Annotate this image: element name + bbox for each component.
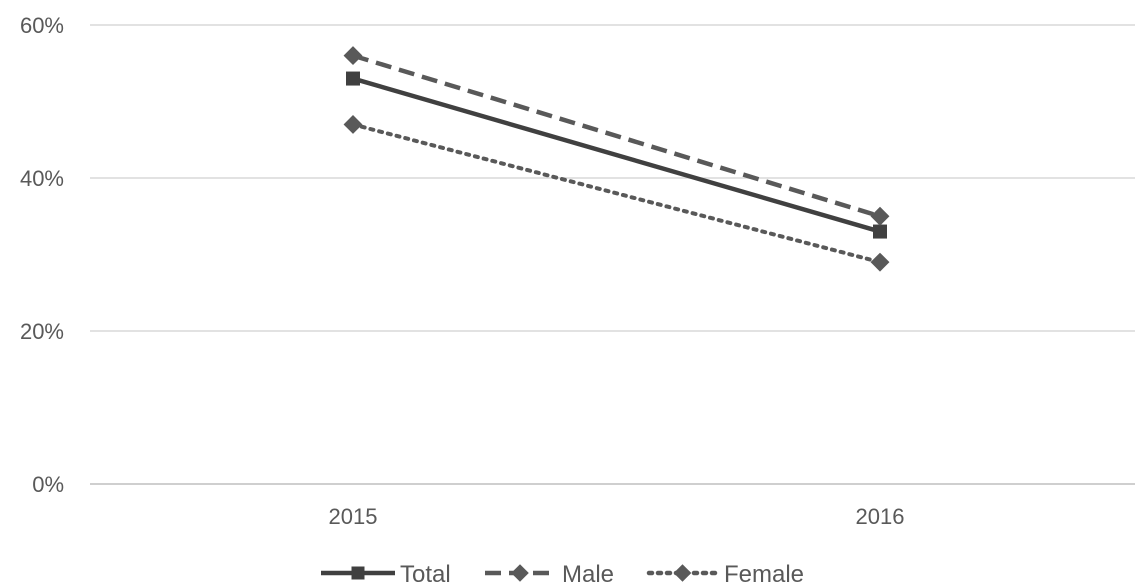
y-tick-label: 40% (20, 166, 64, 191)
square-marker (346, 71, 360, 86)
square-marker (351, 566, 365, 580)
series-lines (343, 46, 890, 272)
x-tick-label: 2015 (329, 504, 378, 529)
x-tick-label: 2016 (856, 504, 905, 529)
square-marker (873, 224, 887, 239)
gridlines (90, 24, 1135, 485)
legend: Total Male Female (321, 561, 804, 584)
series-line (352, 76, 881, 234)
diamond-marker (511, 564, 529, 582)
legend-item-male: Male (485, 561, 614, 584)
diamond-marker (870, 252, 890, 272)
legend-label: Male (562, 561, 614, 584)
diamond-marker (870, 206, 890, 226)
legend-item-total: Total (321, 561, 451, 584)
series-male (343, 46, 890, 226)
series-line (351, 122, 882, 265)
series-total (346, 71, 887, 239)
diamond-marker (673, 564, 692, 582)
diamond-marker (343, 115, 363, 134)
diamond-marker (343, 46, 363, 66)
legend-item-female: Female (646, 561, 804, 584)
series-line (352, 53, 881, 219)
legend-label: Female (724, 561, 804, 584)
y-tick-label: 0% (32, 472, 64, 497)
y-tick-label: 20% (20, 319, 64, 344)
series-female (343, 115, 890, 272)
y-tick-label: 60% (20, 13, 64, 38)
y-axis-ticks: 0% 20% 40% 60% (20, 13, 64, 497)
x-axis-ticks: 2015 2016 (329, 504, 905, 529)
legend-label: Total (400, 561, 451, 584)
